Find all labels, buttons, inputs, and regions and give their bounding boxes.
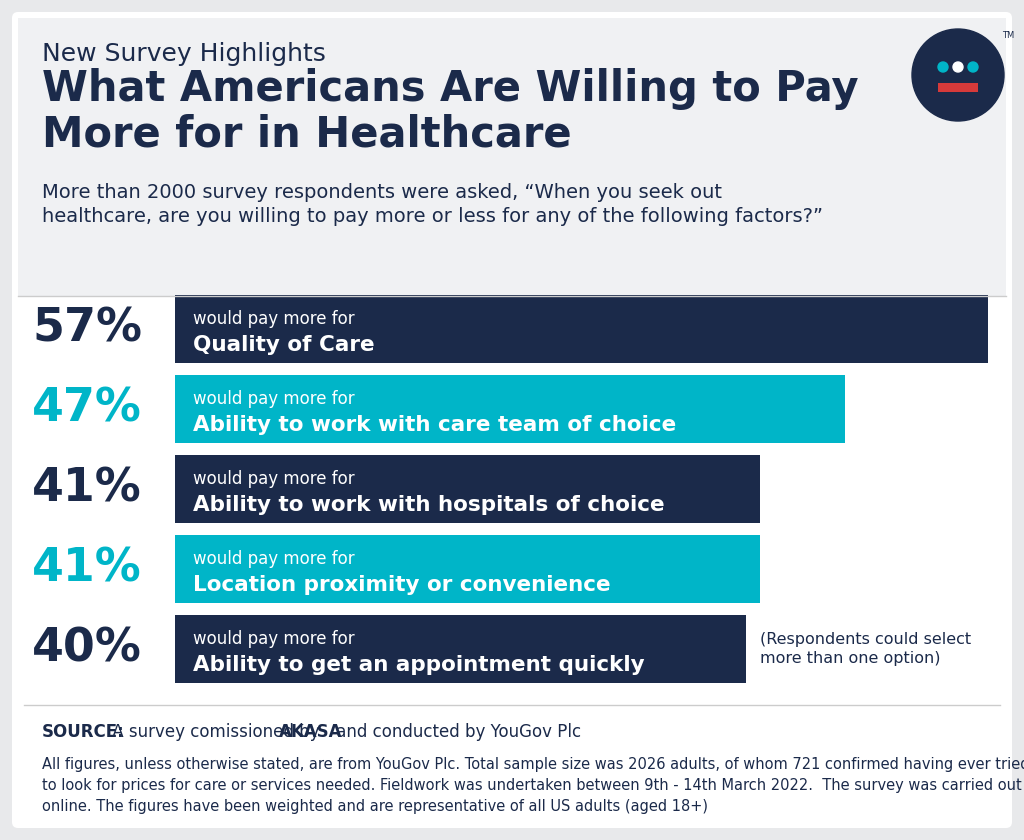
- Text: 57%: 57%: [32, 307, 142, 351]
- Text: More than 2000 survey respondents were asked, “When you seek out
healthcare, are: More than 2000 survey respondents were a…: [42, 183, 823, 226]
- Text: Quality of Care: Quality of Care: [193, 335, 375, 355]
- Text: 47%: 47%: [32, 386, 142, 432]
- Bar: [938, 83, 978, 92]
- Text: would pay more for: would pay more for: [193, 390, 354, 408]
- Text: and conducted by YouGov Plc: and conducted by YouGov Plc: [331, 723, 582, 741]
- Bar: [18, 18, 1006, 296]
- Text: What Americans Are Willing to Pay
More for in Healthcare: What Americans Are Willing to Pay More f…: [42, 68, 859, 155]
- Text: New Survey Highlights: New Survey Highlights: [42, 42, 326, 66]
- Bar: [175, 295, 988, 363]
- Circle shape: [953, 62, 963, 72]
- Text: TM: TM: [1002, 31, 1014, 40]
- Text: 41%: 41%: [32, 466, 141, 512]
- Text: Ability to work with hospitals of choice: Ability to work with hospitals of choice: [193, 495, 665, 515]
- Circle shape: [968, 62, 978, 72]
- Text: would pay more for: would pay more for: [193, 470, 354, 488]
- Text: Location proximity or convenience: Location proximity or convenience: [193, 575, 610, 595]
- Bar: [175, 615, 745, 683]
- Circle shape: [912, 29, 1004, 121]
- Text: Ability to work with care team of choice: Ability to work with care team of choice: [193, 415, 676, 435]
- Text: would pay more for: would pay more for: [193, 630, 354, 648]
- Text: AKASA: AKASA: [279, 723, 342, 741]
- Bar: [175, 375, 845, 443]
- Text: 41%: 41%: [32, 547, 141, 591]
- Text: SOURCE:: SOURCE:: [42, 723, 125, 741]
- Text: All figures, unless otherwise stated, are from YouGov Plc. Total sample size was: All figures, unless otherwise stated, ar…: [42, 757, 1024, 814]
- Text: would pay more for: would pay more for: [193, 550, 354, 568]
- FancyBboxPatch shape: [12, 12, 1012, 828]
- Bar: [175, 455, 760, 523]
- Text: A survey comissioned by: A survey comissioned by: [106, 723, 325, 741]
- Text: (Respondents could select
more than one option): (Respondents could select more than one …: [760, 632, 971, 666]
- Text: would pay more for: would pay more for: [193, 310, 354, 328]
- Text: Ability to get an appointment quickly: Ability to get an appointment quickly: [193, 655, 645, 675]
- Text: 40%: 40%: [32, 627, 142, 671]
- Circle shape: [938, 62, 948, 72]
- Bar: [175, 535, 760, 603]
